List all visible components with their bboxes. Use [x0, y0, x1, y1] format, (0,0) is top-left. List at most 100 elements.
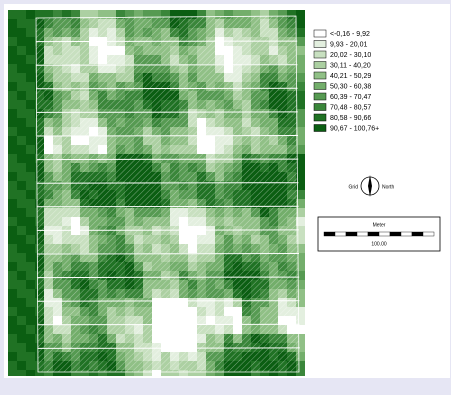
legend-swatch: [314, 93, 326, 100]
raster-cell: [17, 217, 26, 226]
raster-cell: [8, 208, 17, 217]
raster-cell: [26, 28, 35, 37]
row-line: [37, 348, 299, 349]
scale-segments: [324, 232, 434, 236]
raster-cell: [8, 262, 17, 271]
raster-cell: [8, 127, 17, 136]
raster-cell: [17, 208, 26, 217]
raster-cell: [26, 226, 35, 235]
raster-cell: [26, 352, 35, 361]
raster-cell: [8, 19, 17, 28]
raster-cell: [8, 217, 17, 226]
raster-cell: [17, 370, 26, 376]
raster-cell: [26, 208, 35, 217]
raster-cell: [26, 217, 35, 226]
raster-cell: [8, 316, 17, 325]
raster-cell: [8, 145, 17, 154]
raster-cell: [8, 55, 17, 64]
raster-cell: [296, 64, 305, 73]
raster-cell: [17, 307, 26, 316]
raster-cell: [26, 181, 35, 190]
legend-label: 40,21 - 50,29: [330, 73, 371, 80]
map-view: <-0,16 - 9,929,93 - 20,0120,02 - 30,1030…: [0, 0, 451, 395]
legend-swatch: [314, 51, 326, 58]
legend-swatch: [314, 83, 326, 90]
raster-cell: [26, 91, 35, 100]
raster-cell: [17, 352, 26, 361]
raster-cell: [26, 262, 35, 271]
raster-cell: [17, 163, 26, 172]
raster-cell: [17, 10, 26, 19]
raster-cell: [8, 154, 17, 163]
raster-cell: [26, 244, 35, 253]
raster-cell: [26, 19, 35, 28]
raster-cell: [17, 118, 26, 127]
row-line: [37, 183, 299, 184]
raster-cell: [296, 46, 305, 55]
row-line: [37, 159, 299, 160]
legend-swatch: [314, 41, 326, 48]
raster-cell: [8, 91, 17, 100]
row-line: [37, 230, 299, 231]
raster-cell: [8, 244, 17, 253]
raster-cell: [26, 64, 35, 73]
raster-cell: [17, 271, 26, 280]
raster-cell: [8, 298, 17, 307]
raster-cell: [8, 271, 17, 280]
raster-cell: [17, 298, 26, 307]
raster-cell: [26, 361, 35, 370]
raster-cell: [26, 334, 35, 343]
raster-cell: [8, 10, 17, 19]
raster-cell: [17, 226, 26, 235]
legend-swatch: [314, 30, 326, 37]
row-line: [37, 277, 299, 278]
raster-cell: [26, 145, 35, 154]
row-line: [36, 41, 297, 42]
raster-cell: [17, 73, 26, 82]
raster-cell: [17, 109, 26, 118]
scale-segment: [324, 232, 335, 236]
row-line: [36, 88, 297, 89]
legend-swatch: [314, 114, 326, 121]
legend-label: 80,58 - 90,66: [330, 115, 371, 122]
raster-cell: [296, 19, 305, 28]
scale-segment: [379, 232, 390, 236]
scale-segment: [423, 232, 434, 236]
raster-cell: [26, 163, 35, 172]
raster-cell: [26, 271, 35, 280]
raster-cell: [26, 343, 35, 352]
scale-unit: Meter: [373, 222, 386, 228]
row-line: [36, 112, 297, 113]
raster-cell: [8, 181, 17, 190]
raster-cell: [17, 280, 26, 289]
raster-cell: [17, 28, 26, 37]
raster-cell: [8, 370, 17, 376]
raster-cell: [17, 253, 26, 262]
raster-cell: [26, 10, 35, 19]
legend-label: 50,30 - 60,38: [330, 83, 371, 90]
raster-cell: [17, 91, 26, 100]
raster-cell: [26, 172, 35, 181]
raster-cell: [26, 46, 35, 55]
raster-cell: [296, 118, 305, 127]
raster-cell: [17, 82, 26, 91]
raster-cell: [26, 370, 35, 376]
raster-cell: [17, 199, 26, 208]
raster-cell: [26, 118, 35, 127]
raster-cell: [17, 55, 26, 64]
raster-cell: [8, 82, 17, 91]
scale-segment: [412, 232, 423, 236]
raster-cell: [8, 253, 17, 262]
raster-cell: [17, 361, 26, 370]
raster-cell: [17, 190, 26, 199]
raster-cell: [26, 325, 35, 334]
raster-cell: [26, 280, 35, 289]
raster-cell: [17, 100, 26, 109]
raster-cell: [8, 46, 17, 55]
raster-cell: [8, 226, 17, 235]
scale-bar: Meter 100.00: [318, 217, 440, 251]
raster-cell: [26, 307, 35, 316]
row-line: [37, 136, 299, 137]
row-line: [36, 65, 297, 66]
scale-segment: [346, 232, 357, 236]
